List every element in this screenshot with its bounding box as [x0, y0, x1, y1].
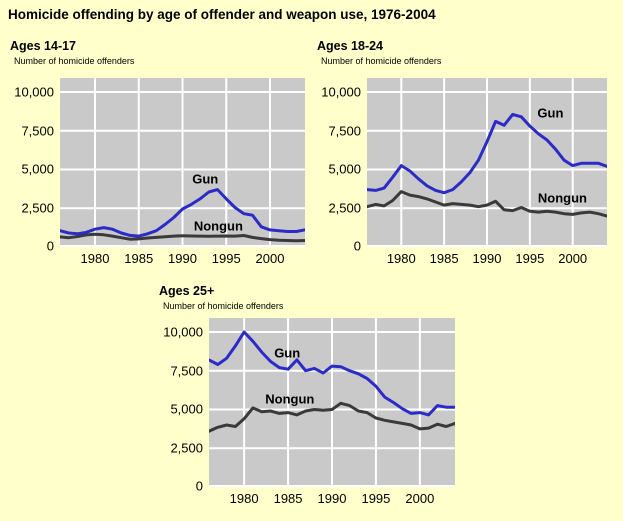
x-tick-label: 1990: [168, 251, 197, 266]
gun-line: [209, 330, 455, 417]
y-tick-label: 7,500: [21, 123, 54, 139]
x-tick-label: 2000: [405, 491, 435, 506]
gun-series-label: Gun: [537, 105, 564, 121]
chart-y-axis-title: Number of homicide offenders: [14, 56, 135, 66]
chart-y-axis-title: Number of homicide offenders: [321, 56, 442, 66]
x-tick-label: 1995: [515, 251, 545, 266]
page-title: Homicide offending by age of offender an…: [8, 7, 436, 22]
chart-title: Ages 18-24: [317, 39, 384, 53]
nongun-series-label: Nongun: [265, 391, 315, 407]
x-tick-label: 1985: [273, 491, 303, 506]
gun-series-label: Gun: [274, 345, 301, 361]
y-tick-label: 5,000: [170, 401, 203, 417]
x-tick-label: 2000: [558, 251, 588, 266]
y-tick-label: 10,000: [163, 324, 203, 340]
gun-line: [60, 188, 305, 238]
y-tick-label: 2,500: [328, 200, 361, 216]
nongun-line: [367, 190, 607, 218]
gun-line: [367, 112, 607, 195]
y-tick-label: 2,500: [21, 200, 54, 216]
plot-area-svg: [209, 318, 455, 487]
x-tick-label: 2000: [255, 251, 285, 266]
chart-ages-18-24: Ages 18-24 Number of homicide offenders …: [315, 38, 621, 278]
chart-ages-25-plus: Ages 25+ Number of homicide offenders Gu…: [157, 278, 463, 518]
y-tick-label: 2,500: [170, 440, 203, 456]
y-tick-label: 10,000: [321, 84, 361, 100]
y-tick-label: 0: [353, 238, 361, 254]
x-tick-label: 1985: [124, 251, 154, 266]
y-tick-label: 5,000: [328, 161, 361, 177]
chart-ages-14-17: Ages 14-17 Number of homicide offenders …: [8, 38, 314, 278]
x-tick-label: 1990: [317, 491, 347, 506]
y-tick-label: 10,000: [14, 84, 54, 100]
x-tick-label: 1980: [386, 251, 416, 266]
x-tick-label: 1985: [429, 251, 459, 266]
x-tick-label: 1990: [472, 251, 502, 266]
chart-title: Ages 25+: [159, 284, 215, 298]
nongun-series-label: Nongun: [537, 190, 587, 206]
plot-area-svg: [60, 78, 305, 247]
plot-area-svg: [367, 78, 607, 247]
y-tick-label: 0: [46, 238, 54, 254]
y-tick-label: 0: [195, 478, 203, 494]
chart-y-axis-title: Number of homicide offenders: [163, 301, 284, 311]
nongun-series-label: Nongun: [193, 218, 243, 234]
y-tick-label: 7,500: [328, 123, 361, 139]
x-tick-label: 1995: [211, 251, 241, 266]
y-tick-label: 5,000: [21, 161, 54, 177]
x-tick-label: 1995: [361, 491, 391, 506]
nongun-line: [60, 232, 305, 243]
x-tick-label: 1980: [80, 251, 110, 266]
y-tick-label: 7,500: [170, 363, 203, 379]
gun-series-label: Gun: [192, 171, 219, 187]
chart-title: Ages 14-17: [10, 39, 77, 53]
nongun-line: [209, 401, 455, 433]
x-tick-label: 1980: [229, 491, 259, 506]
